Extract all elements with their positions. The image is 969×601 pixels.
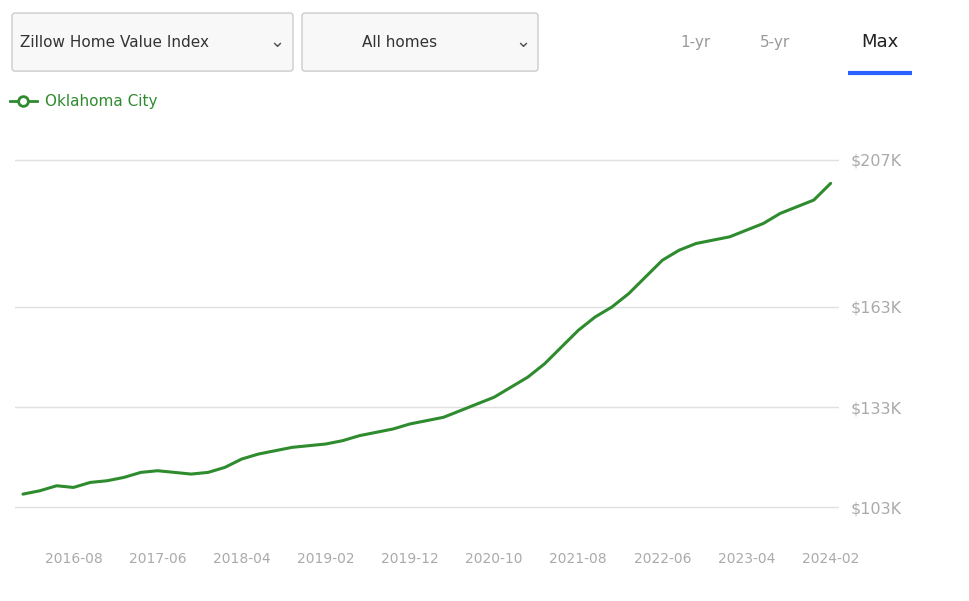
Text: Oklahoma City: Oklahoma City [45, 94, 157, 109]
FancyBboxPatch shape [301, 13, 538, 71]
Text: 5-yr: 5-yr [759, 35, 790, 49]
Text: All homes: All homes [362, 35, 437, 49]
Text: Zillow Home Value Index: Zillow Home Value Index [20, 35, 209, 49]
Text: ⌄: ⌄ [269, 33, 284, 51]
Text: 1-yr: 1-yr [679, 35, 709, 49]
FancyBboxPatch shape [12, 13, 293, 71]
Text: ⌄: ⌄ [515, 33, 530, 51]
Text: Max: Max [860, 33, 897, 51]
